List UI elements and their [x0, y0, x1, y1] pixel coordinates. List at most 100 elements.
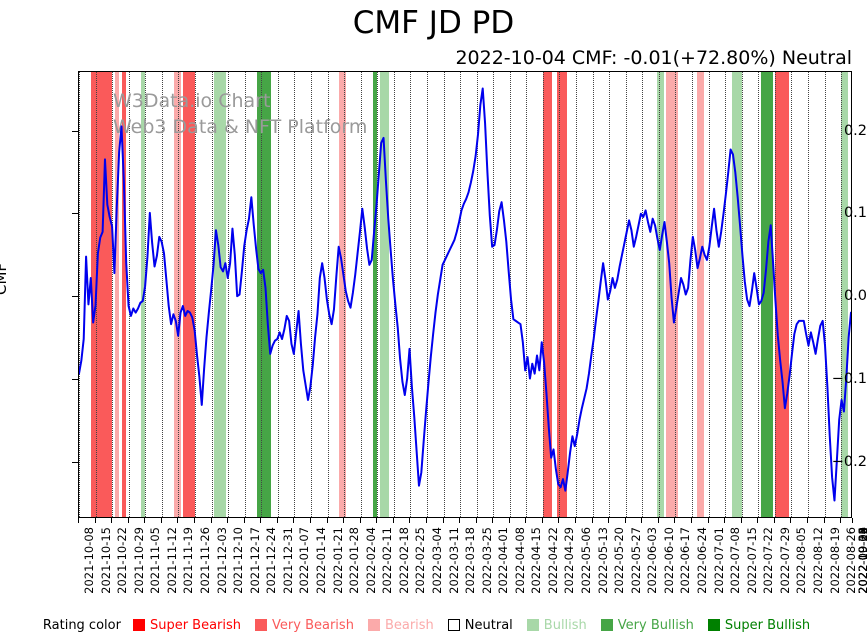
x-tick-label: 2022-04-15 — [529, 527, 544, 594]
cmf-line-svg — [79, 72, 851, 517]
x-tick-label: 2022-03-25 — [479, 527, 494, 594]
y-tick-label: −0.1 — [831, 370, 867, 387]
x-tick-label: 2021-12-10 — [231, 527, 246, 594]
x-tick-label: 2022-07-01 — [711, 527, 726, 594]
x-tick-mark — [227, 518, 229, 523]
rating-band — [372, 72, 378, 517]
gridline — [824, 72, 826, 517]
x-tick-label: 2022-06-03 — [645, 527, 660, 594]
x-tick-label: 2021-12-31 — [280, 527, 295, 594]
x-tick-label: 2021-12-17 — [247, 527, 262, 594]
x-tick-mark — [624, 518, 626, 523]
gridline — [576, 72, 578, 517]
x-tick-label: 2022-10-04 — [856, 527, 867, 594]
legend-label: Super Bearish — [149, 617, 242, 633]
legend-swatch-icon — [447, 619, 460, 631]
gridline — [426, 72, 428, 517]
x-tick-mark — [293, 518, 295, 523]
rating-band — [656, 72, 664, 517]
rating-band — [841, 72, 849, 517]
x-tick-label: 2021-12-03 — [214, 527, 229, 594]
y-tick-mark — [72, 461, 78, 463]
x-tick-mark — [111, 518, 113, 523]
gridline — [741, 72, 743, 517]
gridline — [658, 72, 660, 517]
series-layer — [79, 72, 851, 517]
x-tick-mark — [392, 518, 394, 523]
x-tick-label: 2021-11-19 — [181, 527, 196, 594]
gridline — [344, 72, 346, 517]
plot-area[interactable]: W3Data.io Chart Web3 Data & NFT Platform — [78, 71, 852, 518]
legend-swatch-icon — [132, 619, 145, 631]
x-tick-label: 2021-10-29 — [131, 527, 146, 594]
x-tick-label: 2022-07-29 — [777, 527, 792, 594]
x-tick-mark — [475, 518, 477, 523]
x-tick-label: 2022-08-19 — [827, 527, 842, 594]
x-tick-label: 2022-01-14 — [313, 527, 328, 594]
y-tick-mark — [72, 378, 78, 380]
x-tick-label: 2022-06-10 — [661, 527, 676, 594]
x-tick-label: 2022-04-01 — [496, 527, 511, 594]
legend: Rating color Super Bearish Very Bearish Be… — [0, 613, 867, 637]
x-tick-mark — [558, 518, 560, 523]
gridline — [377, 72, 379, 517]
x-tick-label: 2021-11-12 — [164, 527, 179, 594]
x-tick-mark — [343, 518, 345, 523]
legend-entry[interactable]: Bearish — [367, 618, 434, 633]
legend-entry[interactable]: Bullish — [526, 617, 587, 633]
gridline — [625, 72, 627, 517]
gridline — [360, 72, 362, 517]
legend-entry[interactable]: Very Bearish — [255, 618, 354, 633]
x-tick-label: 2022-06-17 — [678, 527, 693, 594]
rating-band — [339, 72, 347, 517]
y-tick-label: 0.1 — [843, 205, 867, 222]
x-tick-label: 2022-08-05 — [794, 527, 809, 594]
gridline — [476, 72, 478, 517]
x-tick-label: 2021-11-05 — [148, 527, 163, 594]
gridline — [277, 72, 279, 517]
legend-entry[interactable]: Super Bullish — [707, 617, 811, 633]
x-tick-mark — [575, 518, 577, 523]
y-tick-mark — [72, 296, 78, 298]
y-tick-label: 0.2 — [843, 122, 867, 139]
gridline — [708, 72, 710, 517]
page-title: CMF JD PD — [352, 5, 515, 41]
gridline — [841, 72, 843, 517]
watermark-line-2: Web3 Data & NFT Platform — [113, 116, 368, 138]
x-tick-label: 2022-02-18 — [396, 527, 411, 594]
x-tick-label: 2022-03-11 — [446, 527, 461, 594]
gridline — [410, 72, 412, 517]
gridline — [725, 72, 727, 517]
y-axis-label: CMF — [0, 262, 10, 295]
x-tick-mark — [376, 518, 378, 523]
rating-band — [256, 72, 271, 517]
legend-entry[interactable]: Super Bearish — [132, 617, 242, 633]
x-tick-mark — [492, 518, 494, 523]
x-tick-mark — [525, 518, 527, 523]
gridline — [692, 72, 694, 517]
rating-band — [557, 72, 567, 517]
x-tick-label: 2022-06-24 — [695, 527, 710, 594]
legend-swatch-icon — [600, 619, 613, 631]
legend-label: Super Bullish — [724, 617, 811, 633]
x-tick-label: 2022-02-11 — [380, 527, 395, 594]
x-tick-mark — [309, 518, 311, 523]
gridline — [592, 72, 594, 517]
x-tick-mark — [442, 518, 444, 523]
gridline — [310, 72, 312, 517]
gridline — [327, 72, 329, 517]
legend-entry[interactable]: Very Bullish — [600, 618, 694, 633]
legend-entry[interactable]: Neutral — [447, 618, 513, 633]
x-tick-mark — [852, 518, 853, 523]
y-tick-label: 0.0 — [843, 288, 867, 305]
gridline — [493, 72, 495, 517]
x-tick-mark — [840, 518, 842, 523]
x-tick-mark — [724, 518, 726, 523]
x-tick-label: 2022-01-28 — [347, 527, 362, 594]
gridline — [79, 72, 80, 517]
x-tick-label: 2022-01-07 — [297, 527, 312, 594]
x-tick-mark — [260, 518, 262, 523]
legend-label: Bullish — [543, 617, 587, 633]
rating-band — [542, 72, 553, 517]
x-tick-label: 2021-12-24 — [264, 527, 279, 594]
